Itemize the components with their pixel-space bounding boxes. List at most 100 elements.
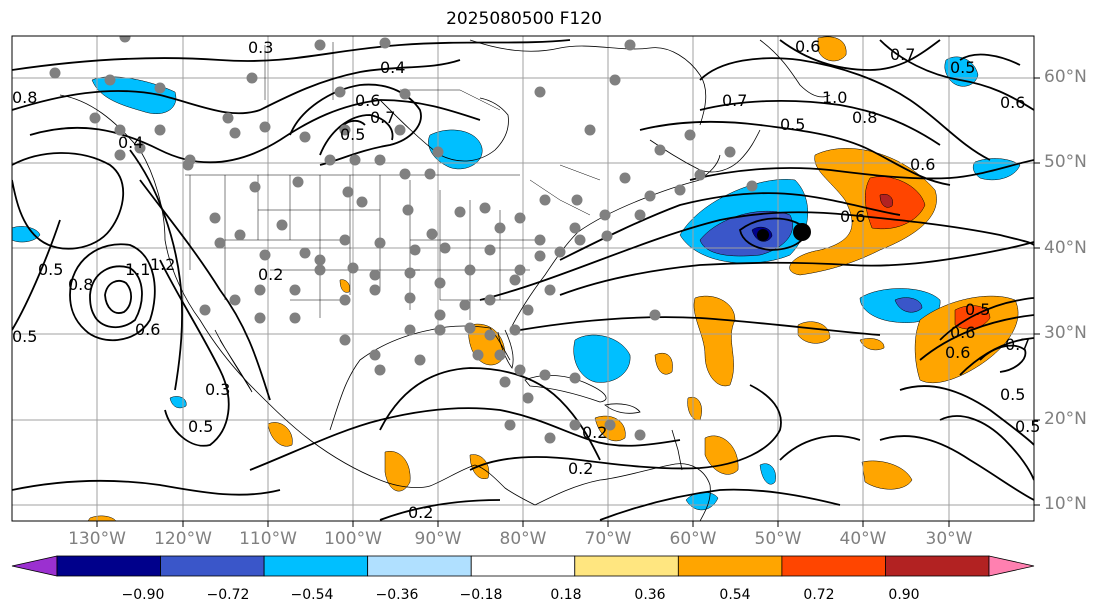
contour-label: 0.5 [1000, 385, 1025, 404]
contour-label: 0.5 [950, 58, 975, 77]
contour-label: 0.2 [568, 459, 593, 478]
lon-label-30w: 30°W [925, 529, 973, 549]
contour-lines [12, 39, 1034, 521]
contour-label: 0.4 [118, 133, 143, 152]
contour-label: 0.6 [135, 320, 160, 339]
lat-label-10n: 10°N [1044, 494, 1087, 514]
lon-label-120w: 120°W [154, 529, 212, 549]
contour-label: 0.2 [258, 265, 283, 284]
contour-label: 0.7 [890, 45, 915, 64]
coastline-centam [429, 464, 536, 506]
contour-label: 0.2 [408, 503, 433, 522]
colorbar-tick-label: 0.54 [719, 587, 751, 603]
coastline-gulf [329, 325, 511, 431]
colorbar-tick-label: −0.18 [459, 587, 503, 603]
contour-label: 0.5 [780, 115, 805, 134]
orange-patch-sw [87, 515, 117, 521]
coastline-arctic [469, 39, 707, 126]
axis-ticks [96, 77, 1040, 527]
colorbar-swatch [367, 555, 472, 577]
colorbar-tick-label: 0.18 [550, 587, 582, 603]
coastline-baja [214, 329, 253, 393]
lon-label-70w: 70°W [584, 529, 632, 549]
contour-label: 0.6 [950, 323, 975, 342]
orange-patch-atl-3 [859, 338, 885, 351]
coastline-florida [497, 329, 514, 369]
lat-label-30n: 30°N [1044, 323, 1087, 343]
lat-label-60n: 60°N [1044, 67, 1087, 87]
colorbar-extend-low [11, 555, 58, 577]
colorbar-swatch [470, 555, 576, 577]
orange-patch-east [914, 295, 1019, 384]
lon-label-130w: 130°W [68, 529, 126, 549]
lon-label-50w: 50°W [754, 529, 802, 549]
orange-patch-sa-1 [704, 435, 739, 475]
coastline-lesser-antilles [671, 429, 683, 471]
colorbar-tick-label: −0.36 [375, 587, 419, 603]
colorbar-swatch [677, 555, 783, 577]
coastline-hispaniola [604, 403, 641, 414]
contour-label: 0.6 [910, 155, 935, 174]
blue-patch-central-atl-core [894, 297, 923, 313]
red-patch-mid-atl [865, 176, 926, 230]
contour-label: 0.8 [12, 88, 37, 107]
colorbar-swatch [885, 555, 990, 577]
lat-label-40n: 40°N [1044, 238, 1087, 258]
colorbar-extend-high [988, 555, 1035, 577]
colorbar-tick-label: 0.36 [634, 587, 666, 603]
storm-marker-1 [793, 223, 811, 241]
state-borders [185, 42, 601, 320]
map-title: 2025080500 F120 [446, 9, 602, 29]
orange-patch-centam [384, 450, 411, 492]
coastline-hudson [379, 97, 509, 162]
orange-patch-mexico [267, 422, 293, 447]
contour-label: 0.3 [205, 380, 230, 399]
coastline-greenland [759, 39, 831, 98]
colorbar-swatch [160, 555, 265, 577]
lon-label-110w: 110°W [239, 529, 297, 549]
contour-label: 0.6 [840, 207, 865, 226]
station-markers [49, 36, 758, 444]
lat-label-20n: 20°N [1044, 409, 1087, 429]
contour-label: 0.6 [1000, 93, 1025, 112]
orange-patch-north [817, 36, 847, 62]
contour-label: 1.1 [125, 260, 150, 279]
lon-label-90w: 90°W [414, 529, 462, 549]
contour-label: 0.3 [248, 38, 273, 57]
colorbar-tick-label: 0.90 [888, 587, 920, 603]
lat-label-50n: 50°N [1044, 152, 1087, 172]
contour-label: 0.6 [945, 343, 970, 362]
lon-label-60w: 60°W [669, 529, 717, 549]
contour-label: 0.8 [852, 108, 877, 127]
storm-marker-2 [757, 229, 769, 241]
orange-patch-caribbean [654, 352, 673, 375]
contour-label: 0.4 [380, 58, 405, 77]
contour-label: 0.5 [38, 260, 63, 279]
lon-label-80w: 80°W [499, 529, 547, 549]
coastline-cuba [524, 375, 607, 403]
colorbar-tick-label: −0.54 [290, 587, 334, 603]
colorbar-swatch [574, 555, 679, 577]
colorbar-swatch [263, 555, 369, 577]
lon-label-100w: 100°W [324, 529, 382, 549]
contour-label: 0.2 [582, 423, 607, 442]
blue-patch-hudson [428, 129, 483, 170]
contour-label: 0.6 [795, 37, 820, 56]
coastline-sa [534, 463, 711, 521]
orange-patch-texas [339, 279, 350, 293]
contour-label: 0.5 [12, 327, 37, 346]
lon-label-40w: 40°W [839, 529, 887, 549]
blue-patch-sw [169, 396, 187, 409]
contour-label: 0.5 [965, 300, 990, 319]
contour-label: 0.7 [1005, 335, 1030, 354]
contour-label-group: 0.3 0.4 0.6 0.7 0.5 0.6 1.0 0.8 0.7 0.6 … [12, 37, 1040, 522]
colorbar-swatch [781, 555, 886, 577]
colorbar [11, 555, 1035, 577]
orange-patch-sa-2 [861, 460, 913, 490]
colorbar-tick-label: 0.72 [803, 587, 835, 603]
coastline-labrador [649, 129, 761, 173]
darkred-patch-mid-atl [879, 194, 893, 208]
colorbar-tick-label: −0.72 [206, 587, 250, 603]
blue-patch-se [759, 463, 776, 485]
